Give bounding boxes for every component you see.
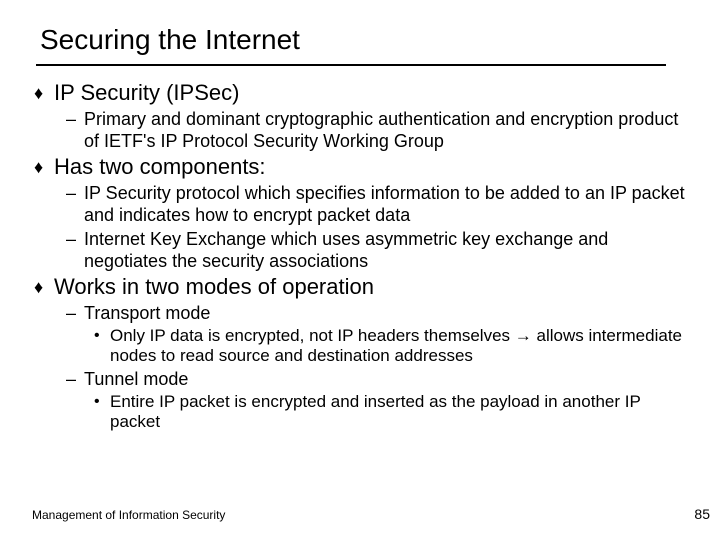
diamond-icon: ♦ [34,274,54,300]
dash-icon: – [66,368,84,390]
bullet-text: Primary and dominant cryptographic authe… [84,108,688,152]
dash-icon: – [66,302,84,324]
footer-text: Management of Information Security [32,508,225,522]
bullet-l2: – Primary and dominant cryptographic aut… [34,108,688,152]
bullet-l3: • Entire IP packet is encrypted and inse… [34,392,688,432]
slide-title: Securing the Internet [40,24,688,56]
bullet-text: Internet Key Exchange which uses asymmet… [84,228,688,272]
bullet-text: Transport mode [84,302,210,324]
dash-icon: – [66,228,84,250]
bullet-text: Has two components: [54,154,266,180]
bullet-l2: – Internet Key Exchange which uses asymm… [34,228,688,272]
bullet-text: Entire IP packet is encrypted and insert… [110,392,688,432]
dot-icon: • [94,326,110,346]
bullet-l2: – Transport mode [34,302,688,324]
bullet-l1: ♦ Works in two modes of operation [34,274,688,300]
diamond-icon: ♦ [34,154,54,180]
bullet-l1: ♦ IP Security (IPSec) [34,80,688,106]
dot-icon: • [94,392,110,412]
diamond-icon: ♦ [34,80,54,106]
bullet-text: IP Security protocol which specifies inf… [84,182,688,226]
page-number: 85 [694,506,710,522]
bullet-l3: • Only IP data is encrypted, not IP head… [34,326,688,366]
bullet-text: IP Security (IPSec) [54,80,239,106]
bullet-l1: ♦ Has two components: [34,154,688,180]
slide: Securing the Internet ♦ IP Security (IPS… [0,0,720,540]
bullet-l2: – IP Security protocol which specifies i… [34,182,688,226]
bullet-text: Tunnel mode [84,368,188,390]
dash-icon: – [66,182,84,204]
dash-icon: – [66,108,84,130]
bullet-l2: – Tunnel mode [34,368,688,390]
content-body: ♦ IP Security (IPSec) – Primary and domi… [32,80,688,432]
bullet-text: Only IP data is encrypted, not IP header… [110,326,688,366]
bullet-text: Works in two modes of operation [54,274,374,300]
title-rule [36,64,666,66]
